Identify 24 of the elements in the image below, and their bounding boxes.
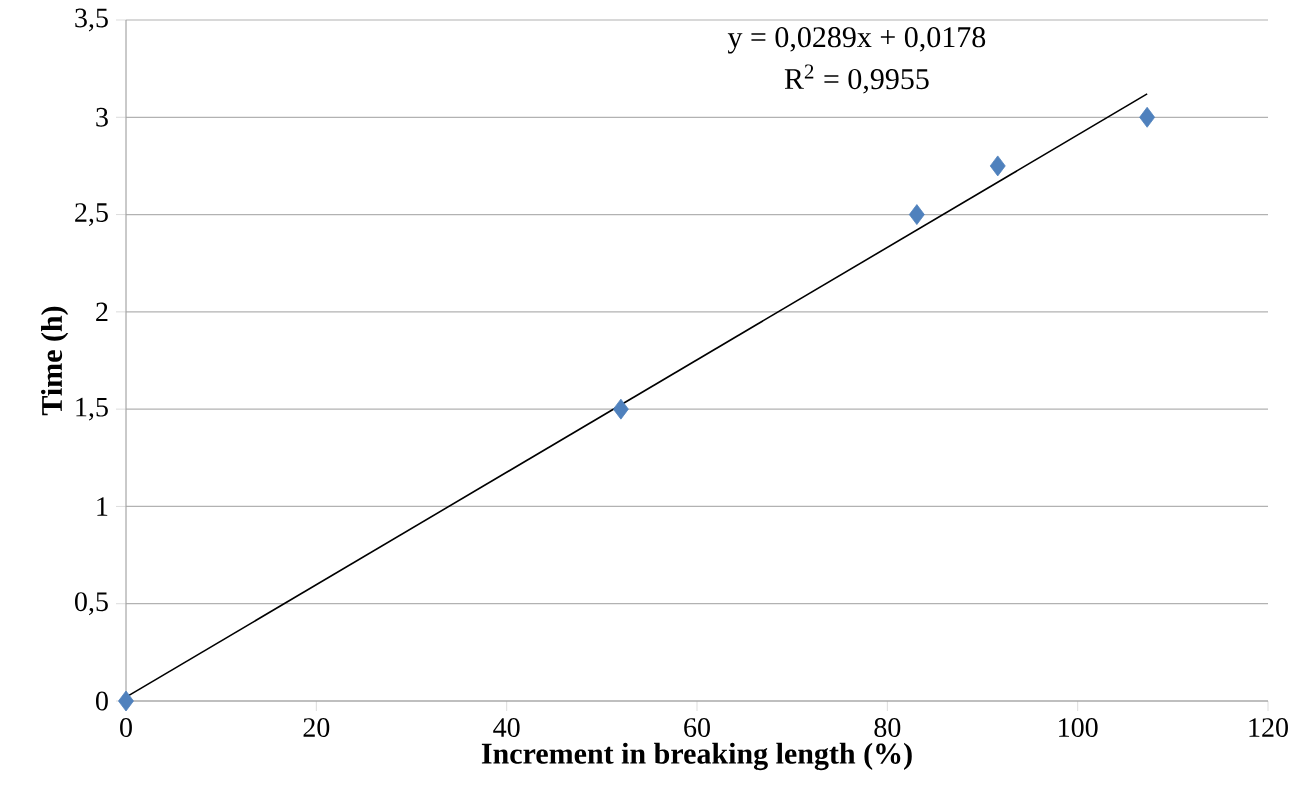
annotation: R$^{2}$ = 0,9955 xyxy=(784,64,929,94)
point xyxy=(1139,106,1156,128)
y-tick-label: 0,5 xyxy=(75,592,108,616)
x-tick-label: 20 xyxy=(303,718,330,737)
point xyxy=(118,690,134,712)
x-tick-label: 60 xyxy=(684,718,710,737)
y-axis-title: Time (h) xyxy=(41,306,69,416)
y-tick-label: 1 xyxy=(97,497,108,516)
x-axis-title: Increment in breaking length (%) xyxy=(481,742,912,771)
y-tick-label: 0 xyxy=(96,691,108,711)
point xyxy=(908,204,925,225)
x-tick-label: 100 xyxy=(1059,718,1098,737)
x-tick-label: 0 xyxy=(120,718,132,737)
y-tick-label: 2,5 xyxy=(75,203,108,226)
point xyxy=(612,398,629,420)
x-tick-label: 40 xyxy=(493,718,520,737)
x-tick-label: 120 xyxy=(1249,718,1288,737)
y-tick-label: 3,5 xyxy=(75,8,108,32)
point xyxy=(989,155,1006,177)
y-tick-label: 2 xyxy=(96,302,108,322)
y-tick-label: 3 xyxy=(96,107,108,127)
x-tick-label: 80 xyxy=(874,718,901,737)
annotation: y = 0,0289x + 0,0178 xyxy=(727,27,986,54)
y-tick-label: 1,5 xyxy=(76,397,108,421)
